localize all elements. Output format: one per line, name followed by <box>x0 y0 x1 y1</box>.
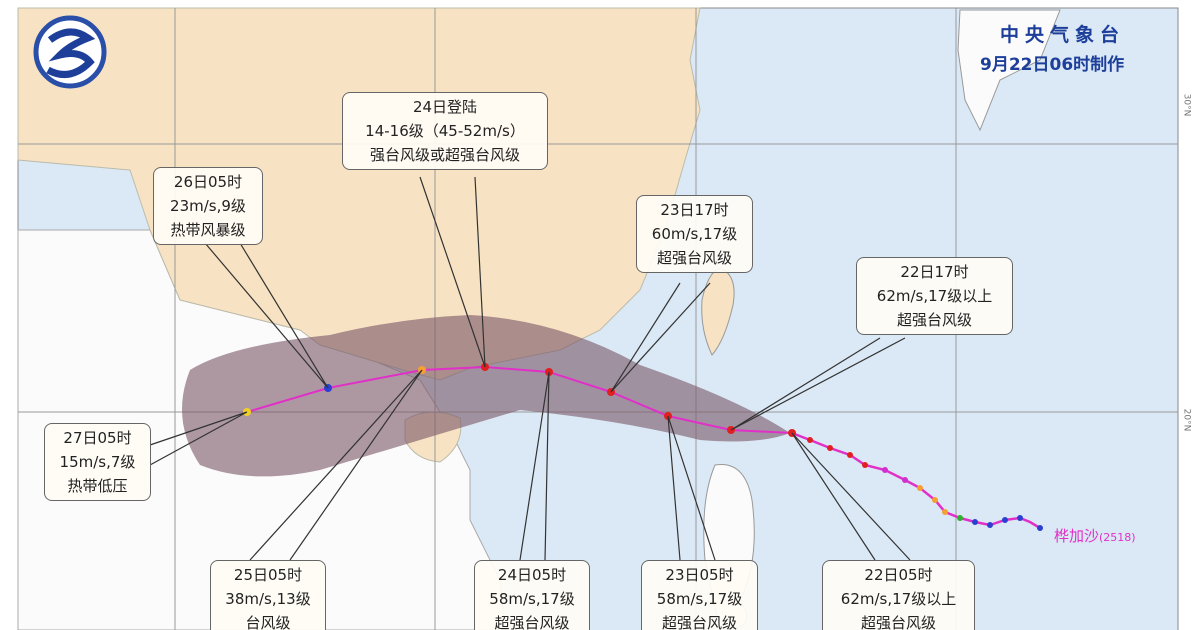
label-line: 22日05时 <box>864 566 933 584</box>
label-line: 23日05时 <box>665 566 734 584</box>
label-27-05: 27日05时 15m/s,7级 热带低压 <box>44 423 151 501</box>
issue-time: 9月22日06时制作 <box>980 55 1125 75</box>
label-line: 60m/s,17级 <box>651 225 738 243</box>
label-line: 58m/s,17级 <box>656 590 743 608</box>
label-22-17: 22日17时 62m/s,17级以上 超强台风级 <box>856 257 1013 335</box>
label-line: 24日登陆 <box>412 98 478 116</box>
label-line: 23日17时 <box>660 201 729 219</box>
label-line: 38m/s,13级 <box>225 590 311 608</box>
label-line: 超强台风级 <box>896 311 972 329</box>
label-24-05: 24日05时 58m/s,17级 超强台风级 <box>474 560 590 630</box>
typhoon-name-text: 桦加沙 <box>1054 527 1100 545</box>
label-landfall: 24日登陆 14-16级（45-52m/s） 强台风级或超强台风级 <box>342 92 548 170</box>
label-26-05: 26日05时 23m/s,9级 热带风暴级 <box>153 167 263 245</box>
label-line: 22日17时 <box>900 263 969 281</box>
label-line: 26日05时 <box>173 173 243 191</box>
label-line: 25日05时 <box>233 566 303 584</box>
leader-lines <box>149 176 911 561</box>
label-line: 超强台风级 <box>656 249 732 267</box>
forecast-cone <box>182 315 790 477</box>
label-line: 23m/s,9级 <box>170 197 246 215</box>
typhoon-name: 桦加沙(2518) <box>1054 525 1136 546</box>
label-line: 台风级 <box>245 614 291 630</box>
label-line: 超强台风级 <box>860 614 936 630</box>
label-line: 62m/s,17级以上 <box>876 287 993 305</box>
label-line: 14-16级（45-52m/s） <box>365 122 525 140</box>
label-line: 58m/s,17级 <box>489 590 575 608</box>
label-line: 强台风级或超强台风级 <box>369 146 520 164</box>
label-22-05: 22日05时 62m/s,17级以上 超强台风级 <box>822 560 975 630</box>
label-line: 27日05时 <box>63 429 132 447</box>
label-line: 超强台风级 <box>661 614 737 630</box>
lat-label-20n: 20°N <box>1181 408 1192 432</box>
agency-title: 中央气象台 <box>1000 24 1126 46</box>
label-line: 24日05时 <box>497 566 567 584</box>
label-line: 热带低压 <box>67 477 128 495</box>
label-line: 超强台风级 <box>494 614 570 630</box>
label-23-05: 23日05时 58m/s,17级 超强台风级 <box>641 560 758 630</box>
land-taiwan <box>701 267 735 356</box>
label-line: 15m/s,7级 <box>59 453 136 471</box>
lat-label-30n: 30°N <box>1181 93 1192 117</box>
land-japan <box>957 9 1061 132</box>
label-line: 62m/s,17级以上 <box>840 590 957 608</box>
label-23-17: 23日17时 60m/s,17级 超强台风级 <box>636 195 753 273</box>
observed-points <box>807 437 1043 531</box>
cma-logo <box>33 15 107 89</box>
typhoon-number: (2518) <box>1099 531 1136 544</box>
label-25-05: 25日05时 38m/s,13级 台风级 <box>210 560 326 630</box>
label-line: 热带风暴级 <box>170 221 246 239</box>
